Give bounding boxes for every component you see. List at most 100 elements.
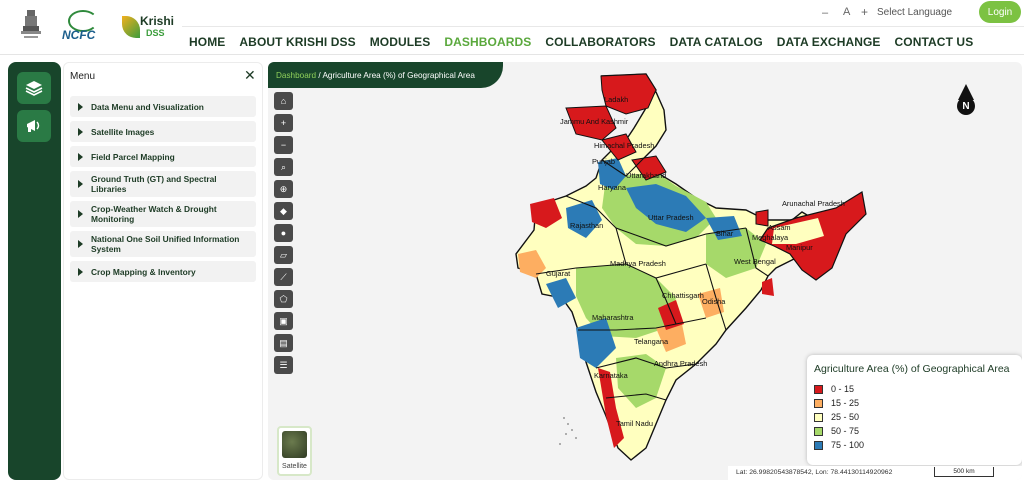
nav-contact-us[interactable]: CONTACT US	[894, 34, 974, 49]
language-select[interactable]: Select Language	[877, 7, 953, 18]
red-zone-jk	[565, 105, 617, 141]
state-label-chhattisgarh: Chhattisgarh	[662, 291, 704, 300]
caret-right-icon	[78, 240, 83, 248]
announcements-button[interactable]	[17, 110, 51, 142]
breadcrumb-dashboard-link[interactable]: Dashboard	[276, 71, 317, 80]
nav-dashboards[interactable]: DASHBOARDS	[444, 34, 532, 49]
caret-right-icon	[78, 210, 83, 218]
red-zone-ladakh	[600, 73, 657, 115]
print-button[interactable]: ▤	[274, 334, 293, 352]
krishi-logo-text: Krishi	[140, 14, 175, 28]
caret-right-icon	[78, 102, 83, 111]
menu-item-label: Ground Truth (GT) and Spectral Libraries	[91, 174, 217, 194]
basemap-switcher[interactable]: Satellite	[277, 426, 312, 476]
measure-button[interactable]: ▱	[274, 246, 293, 264]
nav-home[interactable]: HOME	[189, 34, 226, 49]
polygon-icon: ⬠	[279, 293, 288, 304]
assam-valley	[772, 218, 824, 244]
map-viewport[interactable]: Ladakh Jammu And Kashmir Himachal Pradesh P…	[268, 62, 1022, 480]
state-labels: Ladakh Jammu And Kashmir Himachal Pradesh P…	[546, 95, 845, 428]
search-icon: ⌕	[280, 161, 287, 172]
locate-button[interactable]: ⊕	[274, 180, 293, 198]
menu-item-label: Satellite Images	[91, 126, 155, 137]
menu-item[interactable]: Field Parcel Mapping	[70, 146, 256, 167]
basemap-label: Satellite	[282, 463, 307, 470]
legend-swatch	[814, 398, 823, 408]
legend-swatch	[814, 384, 823, 394]
draw-polygon-button[interactable]: ⬠	[274, 290, 293, 308]
zoom-in-button[interactable]: +	[274, 114, 293, 132]
blue-zone-central	[546, 278, 576, 308]
marker-button[interactable]: ●	[274, 224, 293, 242]
green-zone-south	[616, 354, 666, 408]
state-label-manipur: Manipur	[786, 243, 813, 252]
state-label-rajasthan: Rajasthan	[570, 221, 603, 230]
polyline-icon: ⟋	[280, 271, 287, 282]
green-zone-central	[576, 264, 676, 338]
nav-modules[interactable]: MODULES	[369, 34, 431, 49]
caret-right-icon	[78, 152, 83, 161]
red-zone-hp	[601, 133, 637, 161]
legend-label: 25 - 50	[831, 412, 860, 422]
india-choropleth-map[interactable]: Ladakh Jammu And Kashmir Himachal Pradesh P…	[506, 68, 906, 463]
legend-swatch	[814, 426, 823, 436]
caret-right-icon	[78, 127, 83, 136]
krishi-logo-subtext: DSS	[146, 28, 165, 38]
ruler-icon: ▱	[280, 249, 287, 260]
state-label-jammu-and-kashmir: Jammu And Kashmir	[560, 117, 629, 126]
erase-button[interactable]: ◆	[274, 202, 293, 220]
close-icon[interactable]: ✕	[244, 67, 256, 83]
menu-title: Menu	[70, 71, 96, 82]
legend-toggle-button[interactable]: ☰	[274, 356, 293, 374]
decrease-font-button[interactable]: –	[822, 7, 829, 19]
list-icon: ☰	[279, 359, 288, 370]
layers-button[interactable]	[17, 72, 51, 104]
caret-right-icon	[78, 180, 83, 188]
legend-label: 50 - 75	[831, 426, 860, 436]
save-button[interactable]: ▣	[274, 312, 293, 330]
menu-item-label: Crop-Weather Watch & Drought Monitoring	[91, 204, 217, 224]
crosshair-icon: ⊕	[279, 183, 288, 194]
menu-item[interactable]: Crop Mapping & Inventory	[70, 261, 256, 282]
legend-title: Agriculture Area (%) of Geographical Are…	[814, 363, 1010, 375]
menu-item[interactable]: Satellite Images	[70, 121, 256, 142]
blue-zone-bihar	[706, 216, 742, 240]
state-label-uttar-pradesh: Uttar Pradesh	[648, 213, 694, 222]
home-extent-button[interactable]: ⌂	[274, 92, 293, 110]
state-label-andhra-pradesh: Andhra Pradesh	[654, 359, 707, 368]
krishi-dss-logo[interactable]: Krishi DSS	[122, 12, 175, 42]
nav-collaborators[interactable]: COLLABORATORS	[545, 34, 656, 49]
state-label-arunachal-pradesh: Arunachal Pradesh	[782, 199, 845, 208]
menu-item[interactable]: National One Soil Unified Information Sy…	[70, 231, 256, 257]
caret-right-icon	[78, 267, 83, 276]
state-label-madhya-pradesh: Madhya Pradesh	[610, 259, 666, 268]
nav-data-exchange[interactable]: DATA EXCHANGE	[776, 34, 881, 49]
menu-item[interactable]: Data Menu and Visualization	[70, 96, 256, 117]
map-toolbar: ⌂ + − ⌕ ⊕ ◆ ● ▱ ⟋ ⬠ ▣ ▤ ☰	[274, 92, 296, 378]
tool-rail	[8, 62, 61, 480]
legend-label: 75 - 100	[831, 440, 865, 450]
login-button[interactable]: Login	[979, 1, 1021, 23]
zoom-out-button[interactable]: −	[274, 136, 293, 154]
state-label-gujarat: Gujarat	[546, 269, 570, 278]
map-legend: Agriculture Area (%) of Geographical Are…	[807, 355, 1022, 465]
save-icon: ▣	[279, 315, 288, 326]
nav-about-krishi-dss[interactable]: ABOUT KRISHI DSS	[239, 34, 356, 49]
eraser-icon: ◆	[280, 205, 287, 216]
legend-swatch	[814, 440, 823, 450]
satellite-thumbnail	[282, 431, 307, 458]
ncfc-logo[interactable]: NCFC	[62, 10, 106, 42]
nav-data-catalog[interactable]: DATA CATALOG	[669, 34, 763, 49]
state-label-ladakh: Ladakh	[604, 95, 628, 104]
normal-font-button[interactable]: A	[843, 6, 851, 18]
search-button[interactable]: ⌕	[274, 158, 293, 176]
menu-item[interactable]: Ground Truth (GT) and Spectral Libraries	[70, 171, 256, 197]
red-zone-bengal-hill	[762, 278, 774, 296]
tripura-region	[755, 209, 769, 227]
legend-item: 0 - 15	[814, 384, 854, 394]
increase-font-button[interactable]: +	[861, 5, 869, 19]
menu-panel: Menu ✕ Data Menu and Visualization Satell…	[63, 62, 263, 480]
breadcrumb-current: Agriculture Area (%) of Geographical Are…	[322, 71, 475, 80]
menu-item[interactable]: Crop-Weather Watch & Drought Monitoring	[70, 201, 256, 227]
draw-line-button[interactable]: ⟋	[274, 268, 293, 286]
